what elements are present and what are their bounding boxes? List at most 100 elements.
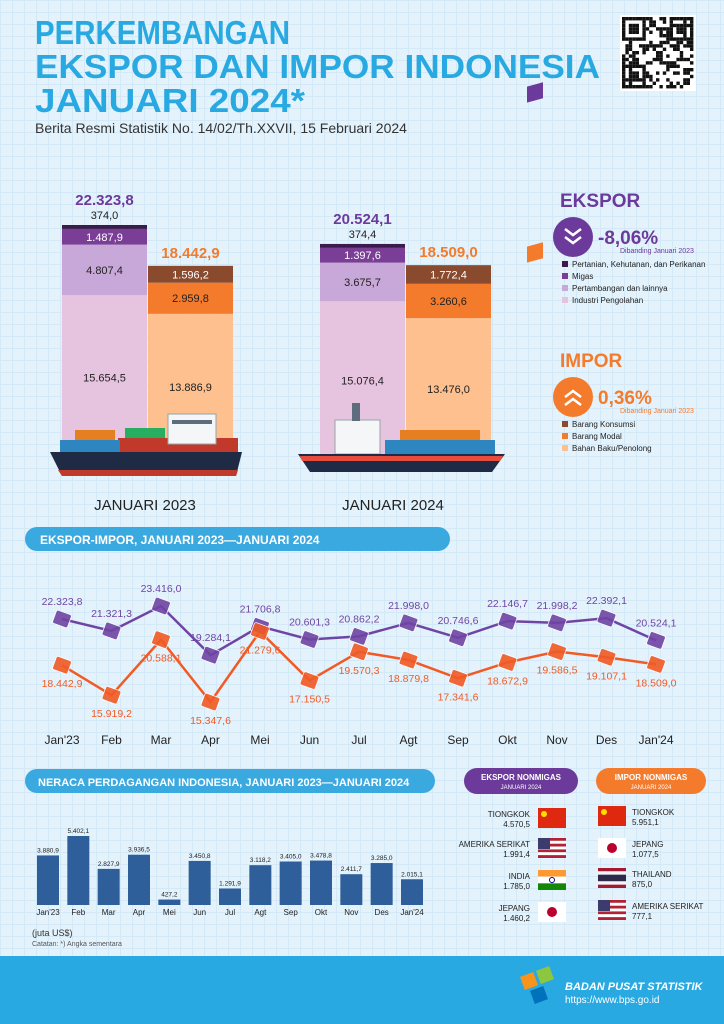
qr-module — [669, 61, 673, 65]
qr-module — [622, 27, 626, 31]
value-label: 3.936,5 — [128, 847, 150, 854]
qr-module — [649, 61, 653, 65]
qr-module — [622, 85, 626, 89]
qr-module — [649, 74, 653, 79]
qr-module — [628, 85, 633, 89]
qr-module — [686, 78, 690, 82]
qr-module — [642, 17, 646, 21]
section-title: EKSPOR-IMPOR, JANUARI 2023—JANUARI 2024 — [40, 533, 320, 547]
qr-module — [676, 40, 680, 45]
qr-module — [690, 30, 694, 34]
value-label: 15.654,5 — [83, 373, 126, 385]
qr-module — [686, 71, 690, 75]
qr-module — [666, 64, 670, 68]
qr-module — [683, 30, 687, 34]
note: Catatan: *) Angka sementara — [32, 941, 122, 948]
ship-bridge — [167, 413, 217, 445]
flag-part — [598, 868, 626, 872]
change-circle — [553, 217, 593, 257]
panel-header — [464, 768, 578, 794]
marker — [250, 622, 270, 641]
x-tick-label: Des — [375, 908, 389, 917]
qr-module — [656, 27, 660, 31]
qr-module — [649, 85, 653, 89]
value-label: 1.291,9 — [219, 880, 241, 887]
country-label: AMERIKA SERIKAT — [632, 902, 704, 911]
value-label: 21.998,2 — [537, 600, 578, 612]
qr-module — [690, 44, 694, 48]
marker — [497, 653, 518, 672]
qr-module — [639, 64, 643, 68]
logo-part — [536, 966, 554, 984]
qr-module — [662, 17, 667, 21]
qr-module — [652, 81, 656, 85]
qr-module — [656, 51, 660, 55]
value-label: 1.596,2 — [172, 269, 209, 281]
qr-module — [628, 47, 633, 51]
marker — [398, 650, 419, 670]
legend-swatch — [562, 297, 568, 303]
qr-module — [645, 47, 650, 51]
flag-part — [538, 808, 566, 828]
qr-module — [676, 27, 680, 31]
marker — [151, 596, 171, 616]
flag-part — [598, 911, 626, 915]
qr-module — [642, 27, 646, 31]
value-label: 20.746,6 — [438, 615, 479, 627]
bar — [340, 874, 363, 905]
total-label: 18.509,0 — [419, 244, 477, 261]
country-value: 5.951,1 — [632, 818, 659, 827]
title-line: PERKEMBANGAN — [35, 14, 290, 51]
country-label: THAILAND — [632, 870, 672, 879]
flag-part — [538, 870, 566, 877]
flag-part — [598, 917, 626, 920]
qr-module — [649, 30, 653, 34]
qr-module — [632, 61, 636, 65]
qr-module — [622, 81, 626, 85]
qr-module — [642, 44, 646, 48]
footer-band — [0, 956, 724, 1024]
qr-module — [676, 30, 680, 34]
flag-part — [607, 843, 617, 853]
qr-module — [622, 61, 626, 65]
qr-module — [635, 74, 639, 79]
qr-module — [642, 81, 646, 85]
bar — [370, 863, 393, 905]
flag-part — [538, 849, 566, 853]
x-tick-label: Jun — [193, 908, 206, 917]
x-tick-label: Nov — [344, 908, 358, 917]
country-label: TIONGKOK — [632, 808, 675, 817]
x-tick-label: Apr — [201, 733, 220, 747]
x-tick-label: Feb — [71, 908, 85, 917]
flag-part — [538, 838, 566, 841]
qr-module — [632, 23, 636, 28]
qr-module — [676, 44, 680, 48]
qr-module — [622, 57, 626, 62]
qr-module — [683, 78, 687, 82]
country-value: 1.785,0 — [503, 882, 530, 891]
qr-module — [639, 44, 643, 48]
qr-module — [662, 61, 667, 65]
qr-module — [666, 37, 670, 41]
legend-label: Bahan Baku/Penolong — [572, 444, 652, 453]
legend-swatch — [562, 285, 568, 291]
flag-part — [598, 874, 626, 882]
country-label: TIONGKOK — [488, 810, 531, 819]
value-label: 21.321,3 — [91, 608, 132, 620]
title-line: JANUARI 2024* — [35, 82, 305, 119]
qr-module — [632, 74, 636, 79]
qr-module — [625, 17, 629, 21]
legend-label: Barang Modal — [572, 432, 622, 441]
value-label: 22.392,1 — [586, 595, 627, 607]
qr-module — [649, 40, 653, 45]
marker — [646, 655, 666, 674]
subtitle: Berita Resmi Statistik No. 14/02/Th.XXVI… — [35, 120, 407, 136]
flag-part — [538, 840, 566, 844]
value-label: 20.862,2 — [339, 613, 380, 625]
value-label: 23.416,0 — [141, 583, 182, 595]
value-label: 15.919,2 — [91, 708, 132, 720]
flag-part — [598, 908, 626, 912]
qr-module — [632, 30, 636, 34]
qr-module — [669, 17, 673, 21]
bar-segment — [320, 243, 405, 248]
